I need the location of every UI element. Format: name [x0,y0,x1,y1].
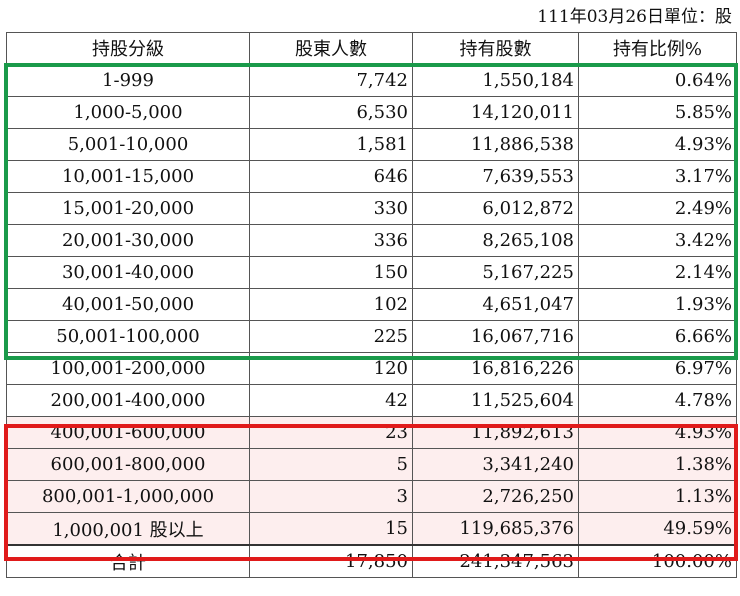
table-row: 50,001-100,000 225 16,067,716 6.66% [6,320,737,353]
table-row: 400,001-600,000 23 11,892,613 4.93% [6,416,737,449]
shares-cell: 8,265,108 [412,224,579,257]
holders-cell: 1,581 [249,128,413,161]
percentage-cell: 4.93% [578,128,737,161]
range-cell: 20,001-30,000 [6,224,250,257]
shares-cell: 3,341,240 [412,448,579,481]
percentage-cell: 1.38% [578,448,737,481]
table-row: 10,001-15,000 646 7,639,553 3.17% [6,160,737,193]
shares-cell: 2,726,250 [412,480,579,513]
table-row: 1,000-5,000 6,530 14,120,011 5.85% [6,96,737,129]
shares-cell: 16,816,226 [412,352,579,385]
table-row: 100,001-200,000 120 16,816,226 6.97% [6,352,737,385]
holders-cell: 120 [249,352,413,385]
percentage-cell: 0.64% [578,63,737,97]
total-percentage: 100.00% [578,544,737,578]
table-row: 40,001-50,000 102 4,651,047 1.93% [6,288,737,321]
range-cell: 400,001-600,000 [6,416,250,449]
percentage-cell: 2.49% [578,192,737,225]
header-range: 持股分級 [6,32,250,65]
percentage-cell: 4.93% [578,416,737,449]
total-row: 合計 17,850 241,347,563 100.00% [6,544,737,578]
percentage-cell: 1.13% [578,480,737,513]
percentage-cell: 5.85% [578,96,737,129]
range-cell: 200,001-400,000 [6,384,250,417]
range-cell: 1,000,001 股以上 [6,512,250,546]
total-label: 合計 [6,544,250,578]
percentage-cell: 6.66% [578,320,737,353]
table-row: 800,001-1,000,000 3 2,726,250 1.13% [6,480,737,513]
range-cell: 100,001-200,000 [6,352,250,385]
shares-cell: 6,012,872 [412,192,579,225]
percentage-cell: 1.93% [578,288,737,321]
shares-cell: 11,525,604 [412,384,579,417]
table-caption: 111年03月26日單位：股 [537,7,732,27]
shares-cell: 11,892,613 [412,416,579,449]
range-cell: 800,001-1,000,000 [6,480,250,513]
table-row: 15,001-20,000 330 6,012,872 2.49% [6,192,737,225]
range-cell: 50,001-100,000 [6,320,250,353]
range-cell: 1-999 [6,63,250,97]
shares-cell: 11,886,538 [412,128,579,161]
header-percentage: 持有比例% [578,32,737,65]
holders-cell: 6,530 [249,96,413,129]
holders-cell: 102 [249,288,413,321]
holders-cell: 225 [249,320,413,353]
percentage-cell: 4.78% [578,384,737,417]
percentage-cell: 6.97% [578,352,737,385]
holders-cell: 15 [249,512,413,546]
table-row: 600,001-800,000 5 3,341,240 1.38% [6,448,737,481]
shares-cell: 119,685,376 [412,512,579,546]
table-row: 5,001-10,000 1,581 11,886,538 4.93% [6,128,737,161]
shares-cell: 4,651,047 [412,288,579,321]
total-holders: 17,850 [249,544,413,578]
shareholding-distribution-table: 持股分級 股東人數 持有股數 持有比例% 1-999 7,742 1,550,1… [6,32,737,578]
range-cell: 40,001-50,000 [6,288,250,321]
holders-cell: 42 [249,384,413,417]
holders-cell: 23 [249,416,413,449]
percentage-cell: 2.14% [578,256,737,289]
range-cell: 30,001-40,000 [6,256,250,289]
holders-cell: 336 [249,224,413,257]
shares-cell: 1,550,184 [412,63,579,97]
header-shares: 持有股數 [412,32,579,65]
table-row: 30,001-40,000 150 5,167,225 2.14% [6,256,737,289]
holders-cell: 3 [249,480,413,513]
shares-cell: 5,167,225 [412,256,579,289]
range-cell: 10,001-15,000 [6,160,250,193]
range-cell: 5,001-10,000 [6,128,250,161]
range-cell: 600,001-800,000 [6,448,250,481]
percentage-cell: 49.59% [578,512,737,546]
percentage-cell: 3.17% [578,160,737,193]
holders-cell: 646 [249,160,413,193]
shares-cell: 16,067,716 [412,320,579,353]
holders-cell: 5 [249,448,413,481]
table-row: 20,001-30,000 336 8,265,108 3.42% [6,224,737,257]
range-cell: 1,000-5,000 [6,96,250,129]
table-row: 1,000,001 股以上 15 119,685,376 49.59% [6,512,737,546]
total-shares: 241,347,563 [412,544,579,578]
range-cell: 15,001-20,000 [6,192,250,225]
shares-cell: 7,639,553 [412,160,579,193]
holders-cell: 330 [249,192,413,225]
table-row: 1-999 7,742 1,550,184 0.64% [6,63,737,97]
percentage-cell: 3.42% [578,224,737,257]
header-holders: 股東人數 [249,32,413,65]
header-row: 持股分級 股東人數 持有股數 持有比例% [6,32,737,65]
holders-cell: 150 [249,256,413,289]
table-row: 200,001-400,000 42 11,525,604 4.78% [6,384,737,417]
shares-cell: 14,120,011 [412,96,579,129]
holders-cell: 7,742 [249,63,413,97]
